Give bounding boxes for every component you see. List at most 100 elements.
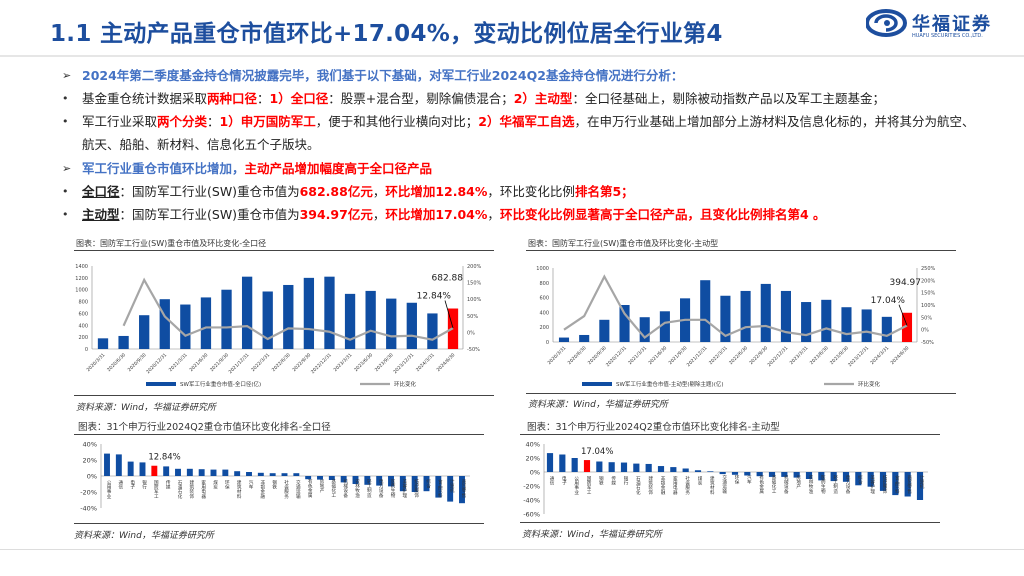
bar bbox=[364, 476, 371, 485]
x-tick-label: 2023/9/30 bbox=[374, 352, 395, 373]
y2-tick-label: 50% bbox=[921, 315, 932, 321]
value-annotation: 682.88 bbox=[432, 274, 464, 284]
x-tick-label: 2023/6/30 bbox=[809, 345, 830, 366]
x-tick-label: 2021/3/31 bbox=[168, 352, 189, 373]
y-tick-label: 800 bbox=[539, 281, 549, 287]
legend-label: SW军工行业重仓市值-全口径(亿) bbox=[180, 380, 261, 388]
bullet-line: 2024年第二季度基金持仓情况披露完毕，我们基于以下基础，对军工行业2024Q2… bbox=[82, 68, 683, 84]
y-tick-label: 20% bbox=[526, 455, 540, 463]
bar bbox=[427, 313, 438, 349]
x-category-label: 美容护理 bbox=[402, 478, 407, 498]
x-tick-label: 2023/12/31 bbox=[392, 352, 415, 375]
text-segment: ，在申万行业基础上增加部分上游材料及信息化标的，并将其分为航空、 bbox=[574, 114, 975, 129]
x-tick-label: 2023/9/30 bbox=[829, 345, 850, 366]
x-tick-label: 2021/12/31 bbox=[686, 345, 709, 368]
dot-bullet-icon: • bbox=[62, 115, 69, 128]
y-tick-label: 600 bbox=[539, 296, 549, 302]
x-tick-label: 2024/6/30 bbox=[436, 352, 457, 373]
y-tick-label: 1200 bbox=[75, 276, 88, 282]
divider bbox=[74, 523, 484, 524]
bullet-line: 军工行业重仓市值环比增加，主动产品增加幅度高于全口径产品 bbox=[82, 161, 432, 177]
text-segment: 军工行业采取 bbox=[82, 114, 158, 129]
bar bbox=[842, 472, 850, 482]
y2-tick-label: 200% bbox=[467, 264, 482, 270]
bar bbox=[760, 283, 771, 342]
highlight-annotation: 17.04% bbox=[581, 447, 613, 457]
text-segment: ， bbox=[372, 207, 386, 222]
y-tick-label: 40% bbox=[526, 441, 540, 449]
text-segment: ： bbox=[207, 114, 220, 129]
text-segment: 排名第5； bbox=[574, 184, 634, 199]
text-segment: ：国防军工行业(SW)重仓市值为 bbox=[119, 184, 300, 199]
x-category-label: 食品饮料 bbox=[894, 474, 899, 495]
bar bbox=[682, 468, 689, 472]
y-tick-label: 1000 bbox=[536, 266, 549, 272]
change-annotation: 12.84% bbox=[417, 292, 452, 302]
bar bbox=[620, 462, 628, 472]
x-tick-label: 2022/12/31 bbox=[310, 352, 333, 375]
annotation-pointer bbox=[444, 300, 454, 329]
bar bbox=[328, 476, 335, 480]
value-annotation: 394.97 bbox=[890, 278, 922, 288]
bar bbox=[645, 463, 652, 472]
change-annotation: 17.04% bbox=[871, 296, 906, 306]
bar bbox=[118, 335, 129, 349]
y2-tick-label: 250% bbox=[921, 266, 936, 272]
text-segment: ， bbox=[372, 184, 386, 199]
x-category-label: 机械设备 bbox=[343, 478, 348, 499]
bar bbox=[344, 293, 356, 349]
bar bbox=[608, 462, 615, 472]
bar bbox=[619, 305, 630, 342]
chart3-caption: 图表：31个申万行业2024Q2重仓市值环比变化排名-全口径 bbox=[78, 422, 331, 433]
text-segment: ：股票+混合型，剔除偏债混合； bbox=[328, 91, 514, 106]
divider bbox=[74, 395, 494, 396]
y-tick-label: 1000 bbox=[75, 288, 88, 294]
y-tick-label: -20% bbox=[80, 489, 97, 497]
bar bbox=[435, 476, 442, 498]
y-tick-label: 800 bbox=[78, 300, 88, 306]
bar bbox=[127, 461, 134, 476]
x-category-label: 公用事业 bbox=[106, 480, 111, 499]
x-category-label: 医药生物 bbox=[820, 475, 825, 495]
legend-bar-swatch bbox=[146, 382, 176, 386]
bar bbox=[317, 476, 323, 480]
x-category-label: 食品饮料 bbox=[437, 478, 442, 499]
bar bbox=[104, 453, 110, 476]
logo-subtext: HUAFU SECURITIES CO.,LTD. bbox=[912, 33, 983, 39]
bar bbox=[633, 463, 640, 472]
text-segment: 军工行业重仓市值环比增加， bbox=[82, 161, 245, 176]
divider bbox=[526, 250, 956, 251]
bar bbox=[916, 472, 924, 500]
bar bbox=[262, 291, 273, 349]
y2-tick-label: 0% bbox=[921, 328, 929, 334]
x-tick-label: 2023/3/31 bbox=[789, 345, 810, 366]
bar bbox=[246, 472, 252, 476]
x-category-label: 轻工制造 bbox=[833, 474, 838, 495]
x-tick-label: 2022/3/31 bbox=[250, 352, 271, 373]
divider bbox=[74, 250, 494, 251]
bar bbox=[801, 302, 812, 342]
chart4-source: 资料来源：Wind，华福证券研究所 bbox=[522, 530, 662, 540]
x-category-label: 社会服务 bbox=[284, 479, 289, 500]
x-tick-label: 2023/12/31 bbox=[847, 345, 870, 368]
x-category-label: 商贸零售 bbox=[907, 474, 912, 495]
x-category-label: 纺织服饰 bbox=[882, 474, 887, 495]
chart4-caption: 图表：31个申万行业2024Q2重仓市值环比变化排名-主动型 bbox=[527, 422, 780, 433]
x-category-label: 交通运输 bbox=[295, 479, 300, 500]
bar bbox=[365, 290, 376, 349]
bar bbox=[657, 466, 665, 472]
bar bbox=[411, 476, 418, 492]
text-segment: ， bbox=[487, 207, 500, 222]
x-category-label: 通信 bbox=[549, 475, 554, 487]
y2-tick-label: -50% bbox=[921, 340, 934, 346]
x-category-label: 环保 bbox=[734, 475, 739, 486]
bar bbox=[269, 473, 276, 476]
x-category-label: 银行 bbox=[142, 479, 147, 491]
bar bbox=[139, 315, 150, 349]
x-category-label: 国防军工 bbox=[586, 476, 591, 495]
text-segment: 两个分类 bbox=[157, 114, 208, 129]
x-tick-label: 2020/9/30 bbox=[127, 352, 148, 373]
bar bbox=[163, 466, 170, 476]
y-tick-label: 1400 bbox=[75, 264, 88, 270]
x-category-label: 农林牧渔 bbox=[355, 478, 360, 499]
